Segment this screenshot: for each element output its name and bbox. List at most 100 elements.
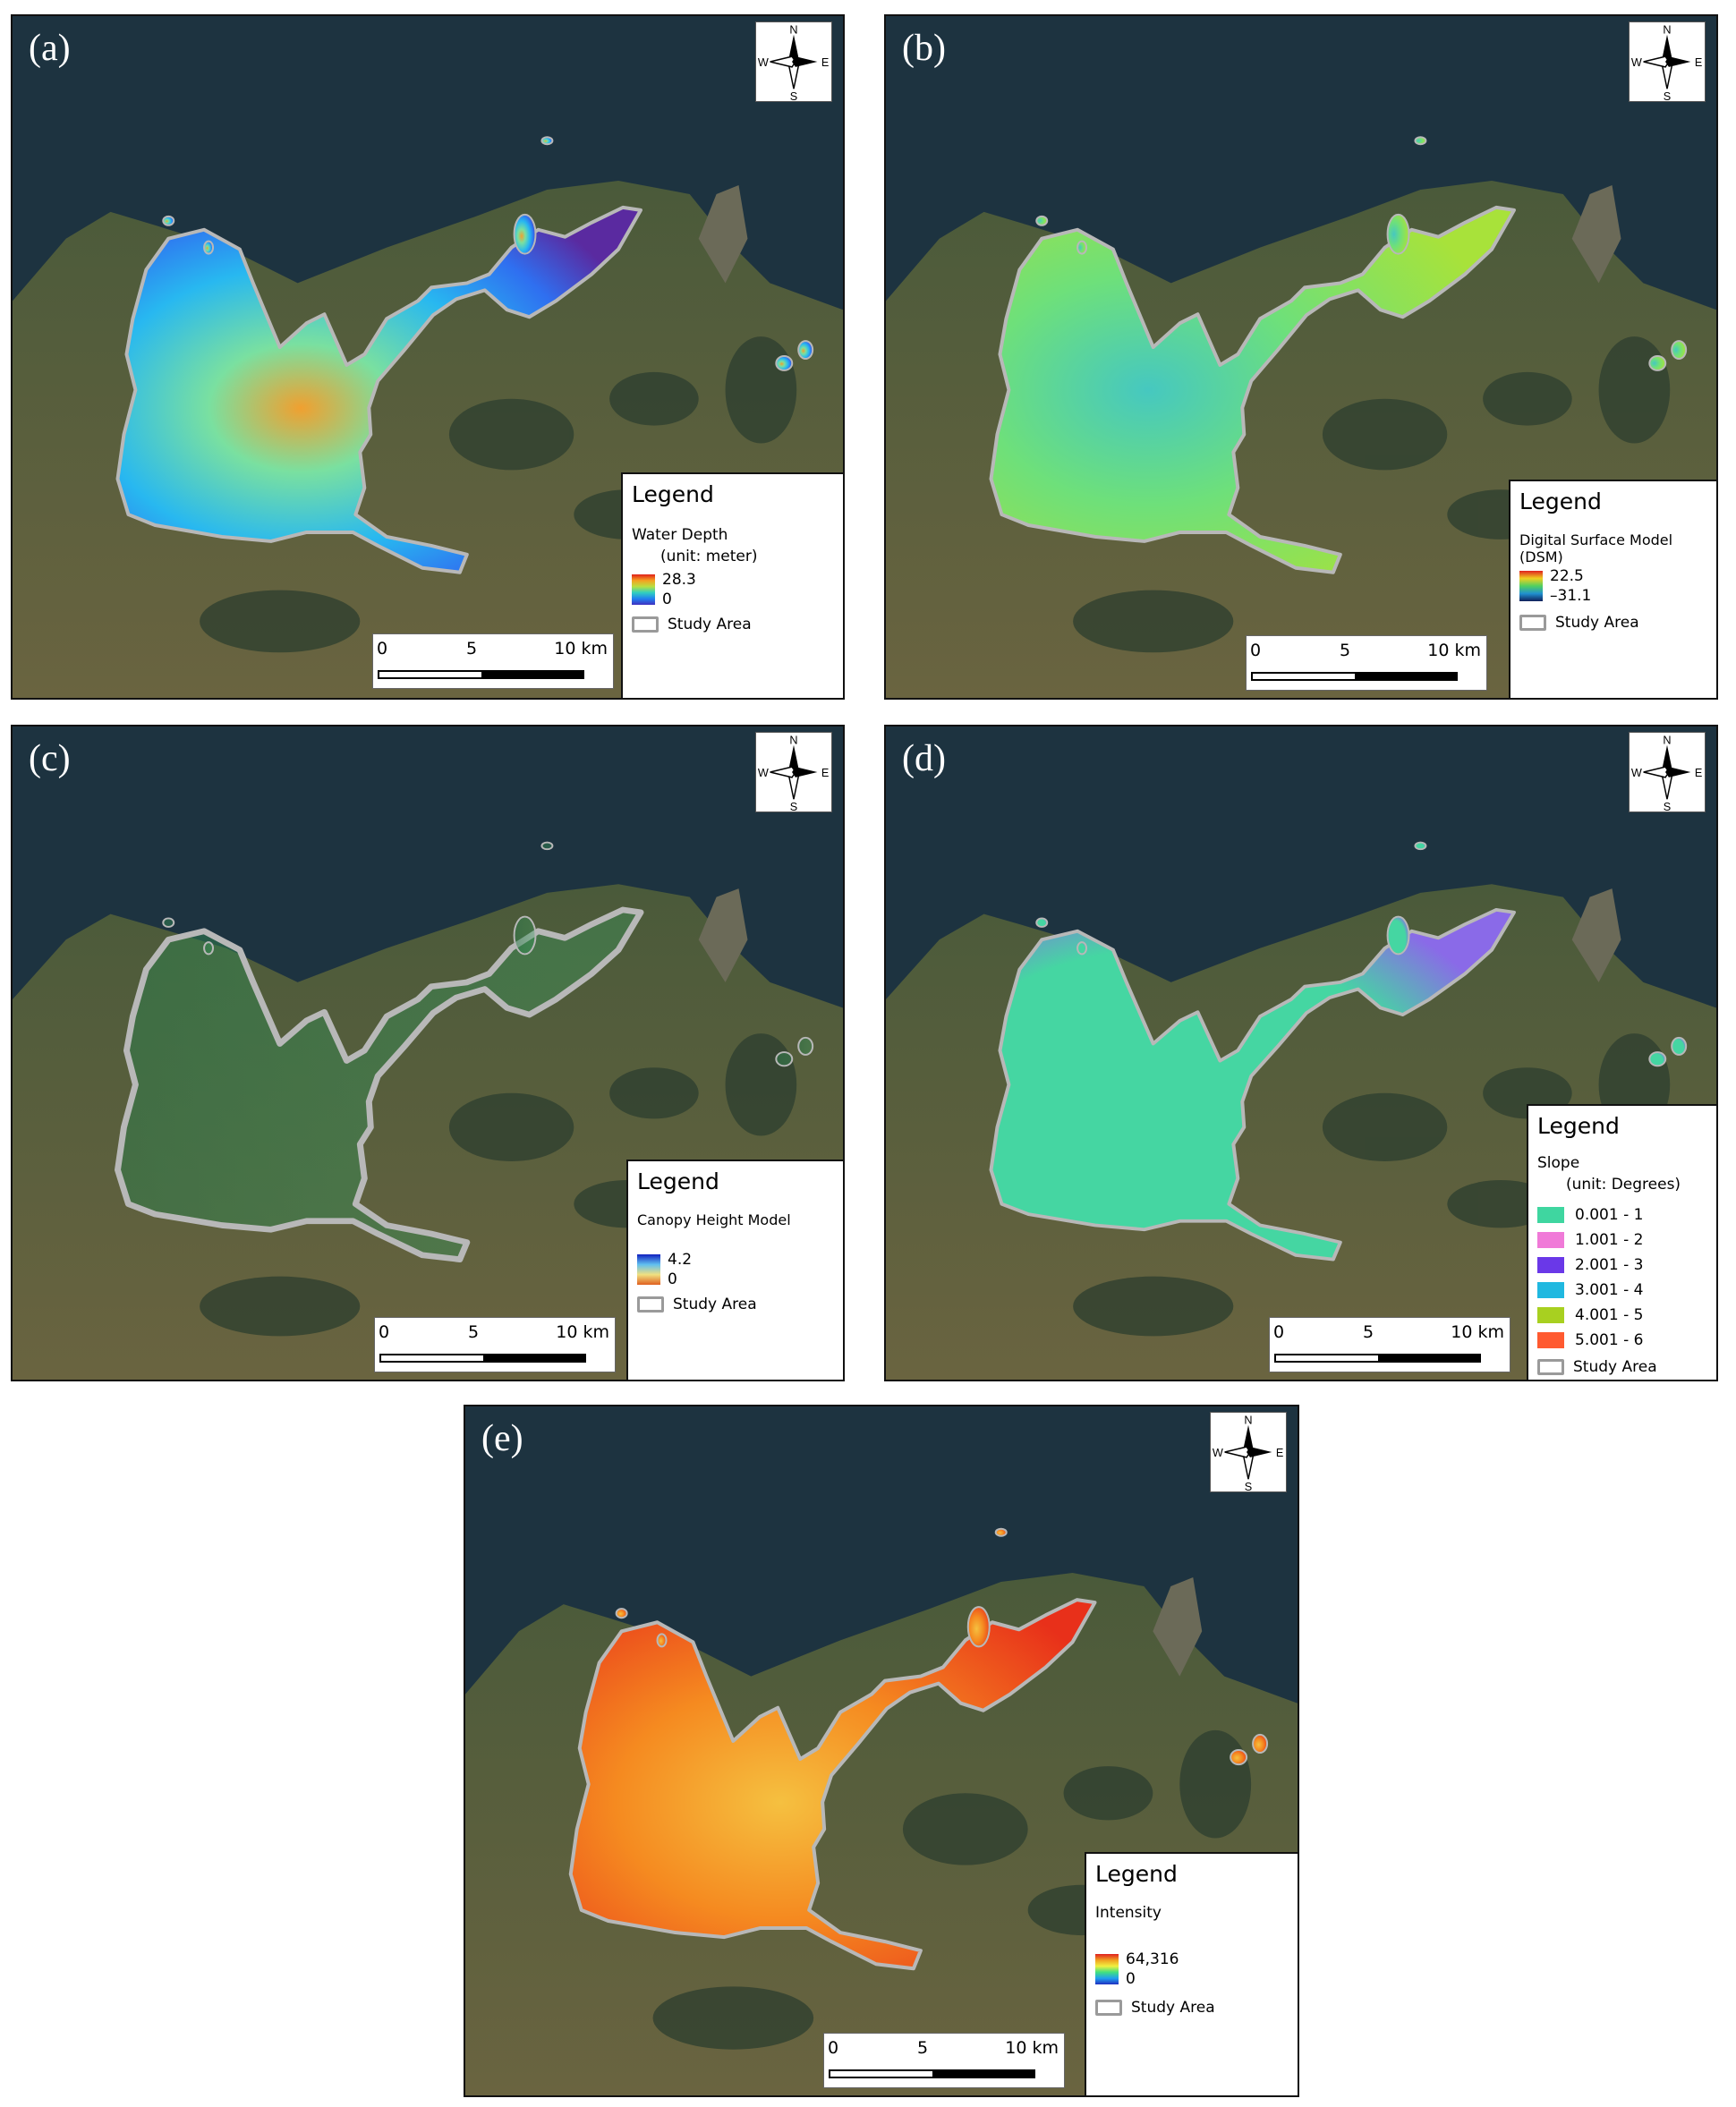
svg-text:S: S	[1245, 1481, 1252, 1491]
scale-bar: 0 5 10 km	[372, 633, 614, 689]
island-outline	[1671, 1036, 1688, 1056]
scale-tick-10: 10 km	[554, 639, 608, 658]
island-outline	[1414, 136, 1427, 146]
island-outline	[1648, 1051, 1667, 1067]
svg-text:W: W	[1631, 56, 1642, 69]
scale-tick-10: 10 km	[556, 1322, 609, 1342]
svg-text:S: S	[1664, 801, 1671, 811]
island-outline	[162, 917, 175, 928]
slope-class-item: 2.001 - 3	[1537, 1256, 1643, 1274]
island-outline	[1414, 841, 1427, 851]
slope-class-item: 0.001 - 1	[1537, 1206, 1643, 1224]
study-area-fill	[989, 907, 1516, 1262]
legend-c: Legend Canopy Height Model 4.2 0 Study A…	[626, 1160, 843, 1380]
svg-text:N: N	[789, 735, 797, 747]
island-outline	[540, 136, 554, 146]
study-area-key: Study Area	[1095, 1999, 1215, 2017]
island-outline	[797, 1036, 814, 1056]
island-outline	[1076, 941, 1088, 956]
svg-text:N: N	[1663, 735, 1671, 747]
ramp-max-label: 28.3	[662, 571, 696, 589]
scale-tick-0: 0	[1273, 1322, 1285, 1342]
legend-title: Legend	[632, 481, 714, 507]
legend-variable: Intensity	[1095, 1904, 1162, 1922]
scale-tick-0: 0	[377, 639, 388, 658]
island-outline	[775, 1051, 794, 1067]
svg-text:W: W	[1213, 1447, 1223, 1459]
legend-d: Legend Slope (unit: Degrees) 0.001 - 1 1.…	[1527, 1104, 1716, 1380]
island-outline	[513, 915, 537, 956]
map-panel-c: (c) N S W E 0 5 10 km Legend Canopy Height Mo…	[11, 725, 845, 1381]
scale-bar: 0 5 10 km	[823, 2033, 1065, 2088]
island-outline	[656, 1633, 668, 1648]
svg-text:N: N	[789, 24, 797, 37]
study-area-swatch	[632, 616, 659, 633]
scale-tick-10: 10 km	[1005, 2038, 1059, 2058]
map-panel-b: (b) N S W E 0 5 10 km Legend Digital Surface …	[884, 14, 1718, 700]
north-arrow-icon: N S W E	[1629, 732, 1706, 813]
slope-class-label: 4.001 - 5	[1575, 1306, 1644, 1324]
svg-text:E: E	[821, 56, 829, 69]
study-area-label: Study Area	[668, 616, 752, 633]
study-area-key: Study Area	[1537, 1358, 1657, 1376]
slope-class-item: 4.001 - 5	[1537, 1306, 1643, 1324]
svg-text:N: N	[1663, 24, 1671, 37]
study-area-fill	[568, 1598, 1097, 1971]
island-outline	[1035, 917, 1049, 928]
study-area-label: Study Area	[1555, 614, 1639, 632]
panel-label-d: (d)	[902, 738, 946, 779]
study-area-key: Study Area	[1519, 614, 1639, 632]
north-arrow-icon: N S W E	[755, 21, 832, 103]
slope-class-label: 5.001 - 6	[1575, 1331, 1644, 1349]
slope-class-label: 0.001 - 1	[1575, 1206, 1644, 1224]
study-area-fill	[115, 205, 642, 574]
legend-title: Legend	[1537, 1113, 1620, 1139]
legend-variable: Slope	[1537, 1154, 1580, 1172]
svg-text:E: E	[821, 767, 829, 779]
color-ramp	[637, 1254, 660, 1285]
ramp-max-label: 4.2	[668, 1251, 693, 1269]
slope-class-label: 2.001 - 3	[1575, 1256, 1644, 1274]
scale-tick-5: 5	[1340, 641, 1351, 660]
scale-tick-0: 0	[828, 2038, 839, 2058]
scale-tick-5: 5	[468, 1322, 480, 1342]
scale-tick-5: 5	[1363, 1322, 1374, 1342]
slope-class-label: 1.001 - 2	[1575, 1231, 1644, 1249]
ramp-min-label: 0	[1126, 1970, 1136, 1988]
island-outline	[1386, 213, 1410, 255]
island-outline	[966, 1606, 991, 1648]
legend-title: Legend	[637, 1168, 719, 1194]
scale-bar-segments	[378, 670, 584, 679]
scale-tick-10: 10 km	[1451, 1322, 1504, 1342]
scale-tick-10: 10 km	[1427, 641, 1481, 660]
north-arrow-icon: N S W E	[755, 732, 832, 813]
study-area-swatch	[1519, 615, 1546, 631]
slope-class-swatch	[1537, 1257, 1564, 1273]
study-area-key: Study Area	[632, 616, 752, 633]
scale-bar: 0 5 10 km	[374, 1317, 616, 1372]
island-outline	[1035, 215, 1049, 226]
study-area-swatch	[637, 1296, 664, 1313]
panel-label-c: (c)	[29, 738, 71, 779]
island-outline	[775, 355, 794, 371]
scale-tick-0: 0	[379, 1322, 390, 1342]
panel-label-b: (b)	[902, 28, 946, 69]
slope-class-item: 1.001 - 2	[1537, 1231, 1643, 1249]
ramp-min-label: 0	[662, 590, 672, 608]
ramp-max-label: 64,316	[1126, 1950, 1179, 1968]
panel-label-a: (a)	[29, 28, 71, 69]
island-outline	[513, 213, 537, 255]
scale-tick-5: 5	[466, 639, 478, 658]
color-ramp	[1095, 1954, 1119, 1984]
legend-e: Legend Intensity 64,316 0 Study Area	[1085, 1852, 1298, 2095]
svg-text:E: E	[1695, 767, 1702, 779]
svg-text:S: S	[790, 90, 797, 101]
scale-bar-segments	[379, 1354, 586, 1363]
island-outline	[1252, 1733, 1269, 1754]
ramp-min-label: –31.1	[1550, 587, 1592, 605]
peninsula-landmass	[1571, 888, 1621, 982]
legend-title: Legend	[1519, 489, 1602, 514]
legend-variable: Digital Surface Model (DSM)	[1519, 531, 1673, 565]
ramp-max-label: 22.5	[1550, 567, 1584, 585]
slope-class-label: 3.001 - 4	[1575, 1281, 1644, 1299]
